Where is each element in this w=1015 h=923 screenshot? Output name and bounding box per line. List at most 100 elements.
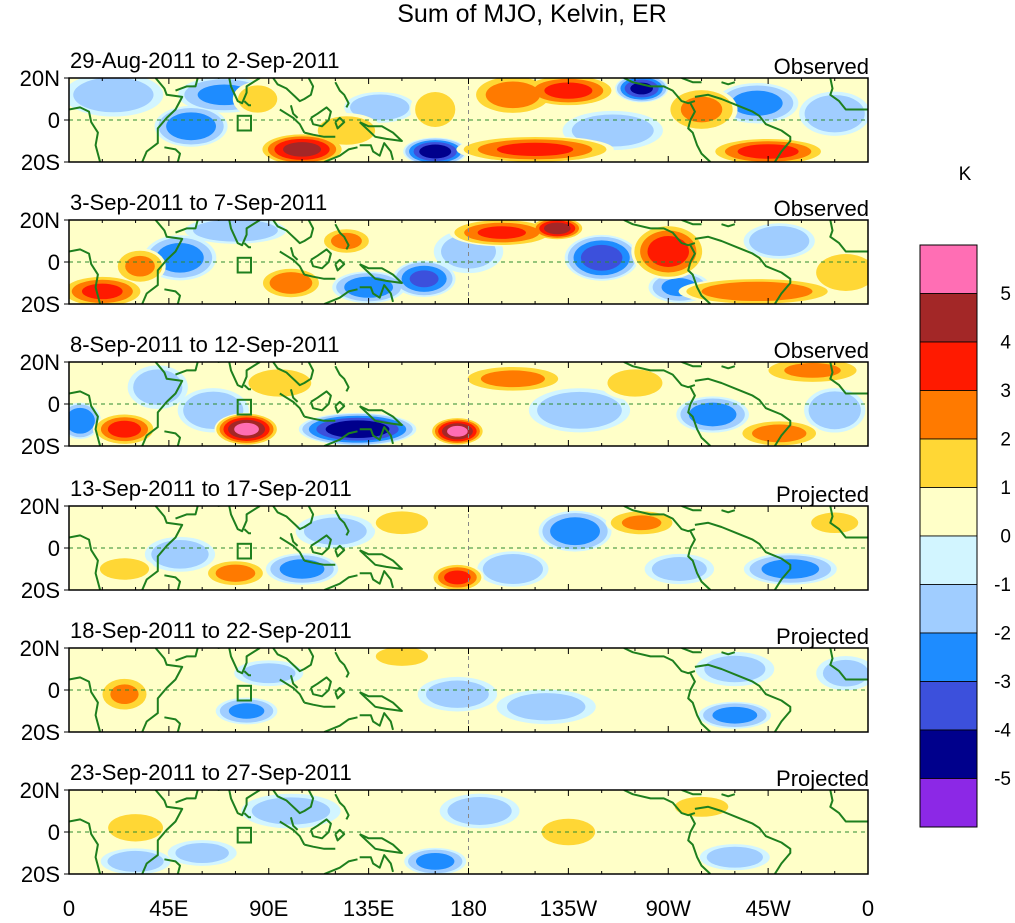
contour-fill <box>415 853 455 870</box>
contour-fill <box>193 220 278 242</box>
x-tick-label: 135W <box>540 896 598 921</box>
coastline <box>694 663 792 732</box>
y-tick-label: 0 <box>48 536 60 561</box>
coastline <box>272 648 315 673</box>
x-tick-label: 45W <box>746 896 791 921</box>
coastline <box>359 284 394 303</box>
contour-fill <box>811 512 859 534</box>
y-tick-label: 20N <box>20 350 60 375</box>
coastline <box>334 116 346 130</box>
coastline <box>69 818 102 874</box>
coastline <box>829 648 868 681</box>
contour-fill <box>701 281 813 302</box>
y-tick-label: 20N <box>20 636 60 661</box>
contour-fill <box>607 369 663 397</box>
y-tick-label: 20S <box>21 862 60 887</box>
contour-fill <box>426 680 489 708</box>
coastline <box>69 106 102 162</box>
coastline <box>69 248 102 304</box>
coastline <box>309 534 332 556</box>
coastline <box>279 250 306 276</box>
x-tick-label: 90W <box>646 896 691 921</box>
coastline <box>141 506 184 590</box>
contour-fill <box>784 363 841 378</box>
colorbar-swatch <box>919 244 978 294</box>
coastline <box>721 365 736 370</box>
coastline <box>164 716 181 732</box>
coastline <box>323 430 358 446</box>
contour-fill <box>477 226 526 239</box>
coastline <box>687 530 712 590</box>
coastline <box>309 676 332 698</box>
contour-fill <box>283 142 322 157</box>
contour-fill <box>133 369 183 406</box>
panel-status: Projected <box>776 766 869 791</box>
coastline <box>309 248 332 270</box>
coastline <box>687 244 712 304</box>
coastline <box>694 377 792 446</box>
coastline <box>334 686 346 700</box>
coastline <box>304 701 336 708</box>
coastline <box>359 570 394 589</box>
y-tick-label: 20S <box>21 292 60 317</box>
coastline <box>289 389 299 403</box>
coastline <box>623 362 696 389</box>
contour-fill <box>234 422 259 436</box>
panel-status: Projected <box>776 482 869 507</box>
coastline <box>829 78 868 111</box>
contour-fill <box>506 693 586 721</box>
coastline <box>141 220 184 304</box>
coastline <box>829 220 868 253</box>
coastline <box>623 220 696 247</box>
coastline <box>721 509 736 514</box>
coastline <box>334 793 350 820</box>
colorbar-tick-label: -2 <box>994 624 1011 645</box>
coastline <box>359 263 403 284</box>
contour-fill <box>680 96 723 123</box>
coastline <box>623 790 696 817</box>
colorbar-tick-label: -5 <box>994 769 1011 790</box>
contour-fill <box>749 226 810 256</box>
contour-fill <box>706 846 763 868</box>
x-tick-label: 0 <box>63 896 75 921</box>
coastline <box>323 858 358 874</box>
coastline <box>272 78 315 103</box>
coastline <box>304 131 336 138</box>
coastline <box>721 223 736 228</box>
contour-fill <box>712 706 758 724</box>
coastline <box>829 790 868 823</box>
coastline <box>623 648 696 675</box>
colorbar-unit: K <box>959 164 972 185</box>
panel-status: Observed <box>774 54 869 79</box>
region-box <box>236 542 252 560</box>
coastline <box>164 858 181 874</box>
y-tick-label: 0 <box>48 108 60 133</box>
panel-date-range: 3-Sep-2011 to 7-Sep-2011 <box>70 190 327 215</box>
contour-fill <box>156 243 204 273</box>
contour-fill <box>248 369 312 397</box>
panel-status: Observed <box>774 196 869 221</box>
y-tick-label: 20N <box>20 778 60 803</box>
panel-date-range: 23-Sep-2011 to 27-Sep-2011 <box>70 760 352 785</box>
coastline <box>175 78 199 92</box>
coastline <box>217 220 261 247</box>
contour-fill <box>543 222 571 235</box>
contour-fill <box>107 850 164 872</box>
coastline <box>243 812 251 819</box>
coastline <box>681 362 702 368</box>
coastline <box>217 362 261 389</box>
region-box <box>236 826 252 844</box>
contour-fill <box>571 114 654 147</box>
contour-fill <box>215 564 256 582</box>
contour-fill <box>480 370 545 388</box>
coastline <box>69 390 102 446</box>
contour-fill <box>108 814 164 842</box>
coastline <box>687 672 712 732</box>
panel: 20N 0 20S 13-Sep-2011 to 17-Sep-2011 Project… <box>20 476 869 603</box>
region-box <box>236 256 252 274</box>
coastline <box>175 648 199 662</box>
coastline <box>272 362 315 387</box>
coastline <box>289 675 299 689</box>
contour-fill <box>580 244 623 271</box>
